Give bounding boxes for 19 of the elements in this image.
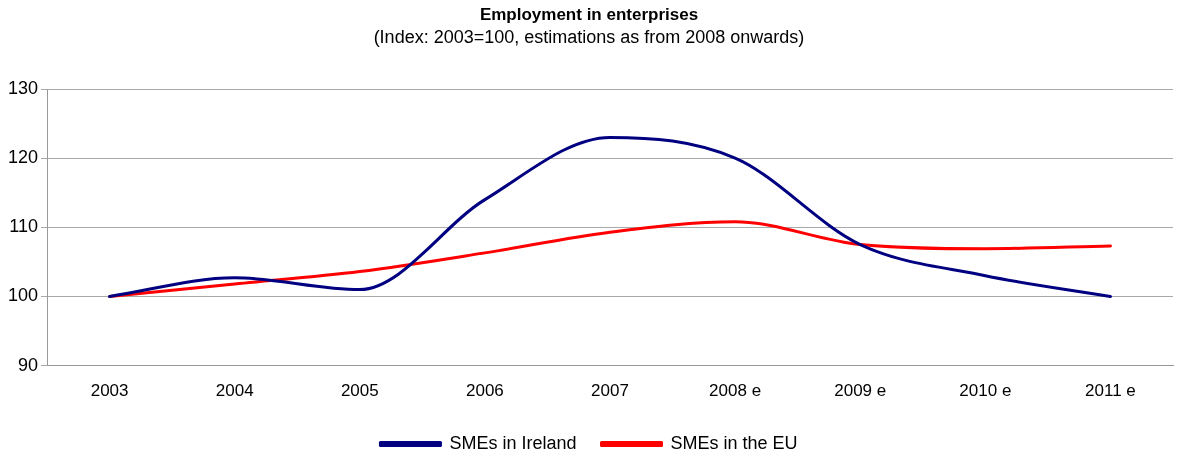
- x-tick-label: 2010 e: [959, 381, 1012, 401]
- chart-title: Employment in enterprises: [479, 4, 699, 24]
- y-tick-label: 100: [7, 285, 39, 306]
- x-tick-label: 2007: [591, 381, 629, 401]
- y-tick-label: 90: [18, 354, 39, 375]
- x-tick-label: 2009 e: [834, 381, 887, 401]
- legend-label: SMEs in Ireland: [449, 432, 577, 453]
- y-tick-label: 120: [7, 147, 39, 168]
- x-tick-label: 2005: [340, 381, 379, 401]
- x-tick-label: 2003: [90, 381, 129, 401]
- x-tick-label: 2006: [465, 381, 504, 401]
- x-tick-label: 2008 e: [709, 381, 762, 401]
- y-tick-label: 110: [9, 216, 39, 237]
- legend-label: SMEs in the EU: [670, 432, 798, 453]
- x-tick-label: 2011 e: [1085, 381, 1136, 401]
- line-series: [108, 135, 1112, 298]
- x-tick-label: 2004: [215, 381, 254, 401]
- chart-subtitle: (Index: 2003=100, estimations as from 2008 onwards): [373, 27, 805, 48]
- y-tick-label: 130: [7, 77, 39, 98]
